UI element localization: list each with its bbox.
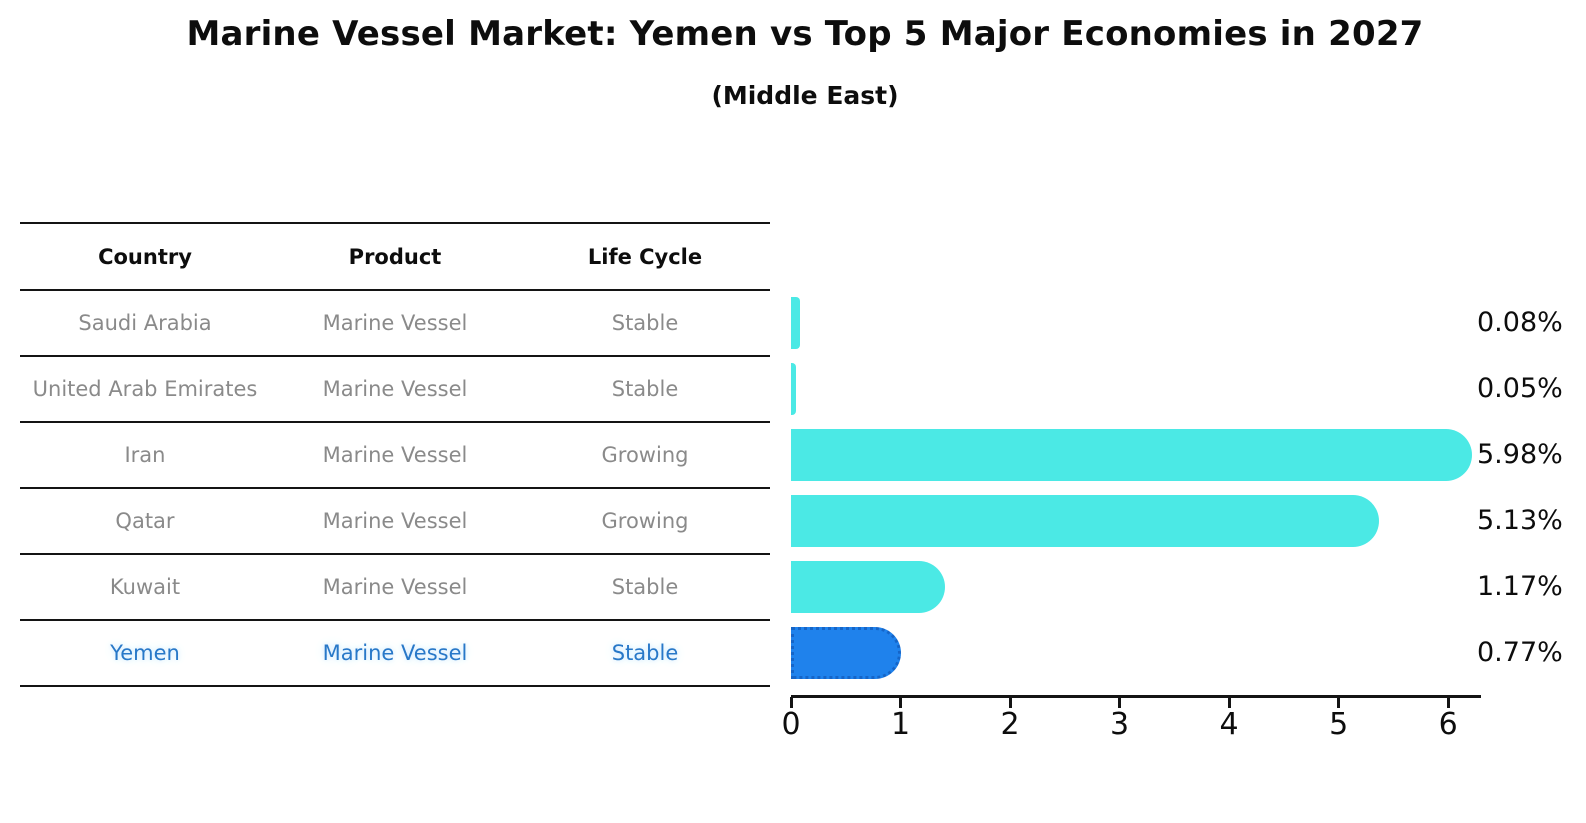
- x-tick-label: 2: [1000, 707, 1020, 742]
- table-body: Saudi Arabia Marine Vessel Stable United…: [20, 291, 770, 687]
- row-life-cycle-cell: Growing: [601, 509, 689, 533]
- row-product-cell: Marine Vessel: [322, 377, 468, 401]
- bar-qatar: [791, 495, 1379, 547]
- row-country-cell: Saudi Arabia: [78, 311, 212, 335]
- row-life-cycle-cell: Stable: [611, 575, 679, 599]
- x-tick: [899, 697, 903, 708]
- row-life-cycle-cell: Growing: [601, 443, 689, 467]
- table-header-life-cycle: Life Cycle: [587, 244, 703, 269]
- bar-iran: [791, 429, 1472, 481]
- table-row: Kuwait Marine Vessel Stable: [20, 555, 770, 621]
- x-tick: [1337, 697, 1341, 708]
- row-country-cell: Iran: [124, 443, 166, 467]
- row-life-cycle-cell: Stable: [611, 311, 679, 335]
- bar-value-label: 1.17%: [1477, 571, 1563, 602]
- row-product-cell: Marine Vessel: [322, 641, 468, 665]
- bar-value-label: 5.13%: [1477, 505, 1563, 536]
- table-row: Iran Marine Vessel Growing: [20, 423, 770, 489]
- row-country-cell: United Arab Emirates: [32, 377, 258, 401]
- table-header-country: Country: [98, 244, 192, 269]
- chart-subtitle: (Middle East): [711, 81, 899, 110]
- table-row: Yemen Marine Vessel Stable: [20, 621, 770, 687]
- bar-value-label: 5.98%: [1477, 439, 1563, 470]
- row-product-cell: Marine Vessel: [322, 575, 468, 599]
- x-tick: [1446, 697, 1450, 708]
- table-row: Saudi Arabia Marine Vessel Stable: [20, 291, 770, 357]
- x-tick: [1008, 697, 1012, 708]
- bar-yemen: [791, 627, 902, 679]
- x-tick-label: 3: [1110, 707, 1130, 742]
- bar-saudi-arabia: [791, 297, 800, 349]
- row-country-cell: Qatar: [115, 509, 175, 533]
- x-axis-line: [791, 695, 1481, 698]
- chart-title: Marine Vessel Market: Yemen vs Top 5 Maj…: [186, 14, 1424, 54]
- x-tick-label: 6: [1438, 707, 1458, 742]
- x-tick-label: 4: [1219, 707, 1239, 742]
- row-product-cell: Marine Vessel: [322, 311, 468, 335]
- row-product-cell: Marine Vessel: [322, 509, 468, 533]
- x-tick-label: 1: [890, 707, 911, 742]
- x-tick: [1118, 697, 1122, 708]
- row-country-cell: Kuwait: [109, 575, 181, 599]
- x-tick-label: 5: [1329, 707, 1349, 742]
- row-product-cell: Marine Vessel: [322, 443, 468, 467]
- bar-value-label: 0.77%: [1477, 637, 1563, 668]
- bar-kuwait: [791, 561, 946, 613]
- x-tick: [1227, 697, 1231, 708]
- row-country-cell: Yemen: [110, 641, 180, 665]
- table-header-row: Country Product Life Cycle: [20, 224, 770, 291]
- row-life-cycle-cell: Stable: [611, 377, 679, 401]
- country-table: Country Product Life Cycle Saudi Arabia …: [20, 222, 770, 687]
- table-row: Qatar Marine Vessel Growing: [20, 489, 770, 555]
- x-tick: [789, 697, 793, 708]
- table-row: United Arab Emirates Marine Vessel Stabl…: [20, 357, 770, 423]
- bar-value-label: 0.05%: [1477, 373, 1563, 404]
- x-tick-label: 0: [781, 707, 801, 742]
- bar-value-label: 0.08%: [1477, 307, 1563, 338]
- bar-united-arab-emirates: [791, 363, 797, 415]
- row-life-cycle-cell: Stable: [611, 641, 679, 665]
- table-header-product: Product: [348, 244, 442, 269]
